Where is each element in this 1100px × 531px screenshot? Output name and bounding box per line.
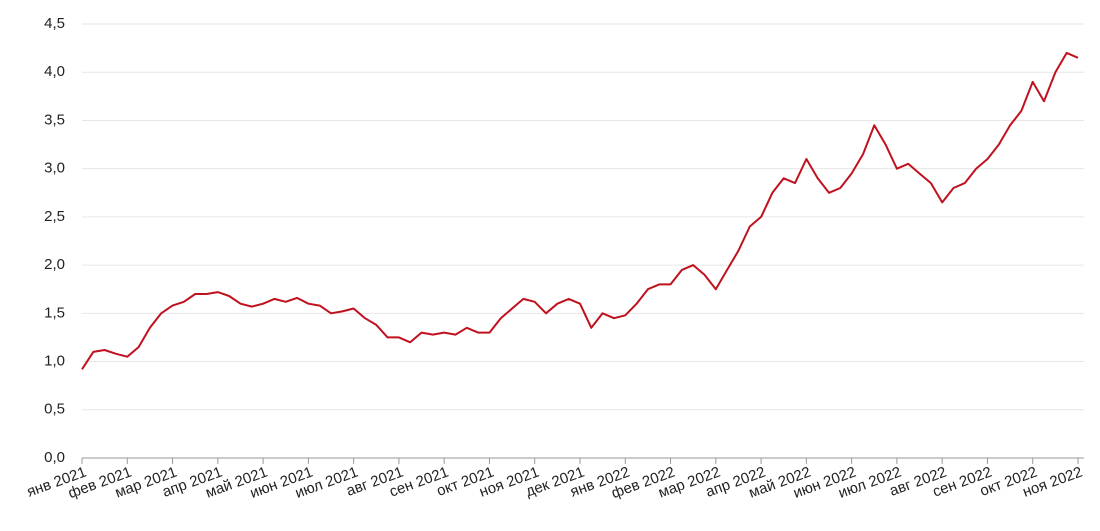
y-tick-label: 3,0 [44, 160, 65, 177]
y-tick-label: 2,5 [44, 208, 65, 225]
y-tick-label: 4,5 [44, 15, 65, 32]
y-tick-label: 4,0 [44, 63, 65, 80]
y-tick-label: 1,5 [44, 304, 65, 321]
y-tick-label: 3,5 [44, 111, 65, 128]
y-tick-label: 0,0 [44, 449, 65, 466]
y-tick-label: 2,0 [44, 256, 65, 273]
y-tick-label: 0,5 [44, 401, 65, 418]
data-line [81, 51, 1079, 370]
y-tick-label: 1,0 [44, 353, 65, 370]
